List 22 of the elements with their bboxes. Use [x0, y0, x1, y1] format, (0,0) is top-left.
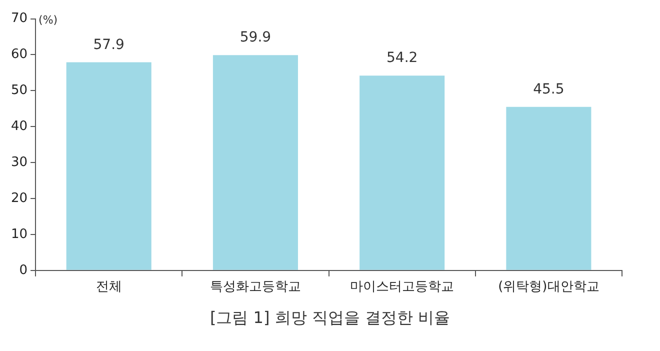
y-axis-title: (%) [38, 14, 58, 27]
x-tick-label: (위탁형)대안학교 [498, 280, 600, 295]
x-tick-label: 특성화고등학교 [210, 280, 301, 295]
y-tick-label: 30 [10, 154, 28, 170]
data-label: 45.5 [533, 82, 564, 98]
y-tick-label: 60 [10, 47, 28, 62]
y-tick-label: 50 [10, 83, 28, 98]
y-tick-label: 40 [10, 119, 28, 134]
bar [66, 62, 152, 270]
y-tick-label: 70 [10, 11, 28, 26]
x-tick-label: 마이스터고등학교 [350, 280, 454, 295]
x-tick-label: 전체 [96, 280, 122, 295]
bar [360, 76, 445, 270]
y-tick-label: 0 [19, 262, 28, 278]
text: [그림 1] 희망 직업을 결정한 비율 [208, 308, 452, 329]
data-label: 59.9 [240, 30, 272, 46]
data-label: 54.2 [386, 50, 418, 66]
bar [506, 106, 592, 270]
y-tick-label: 20 [10, 190, 28, 206]
bar [212, 55, 298, 270]
data-label: 57.9 [93, 36, 124, 53]
y-tick-label: 10 [10, 226, 28, 242]
